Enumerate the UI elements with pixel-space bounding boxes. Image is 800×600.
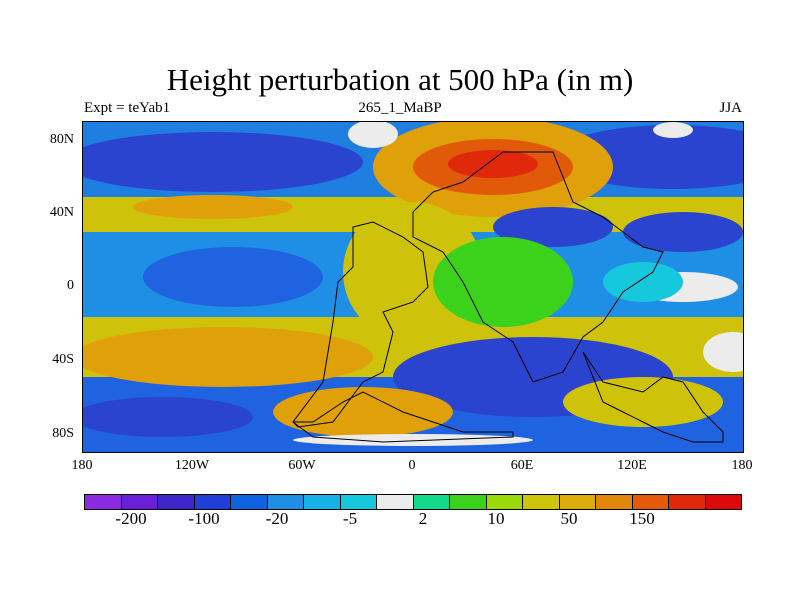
colorbar-swatch xyxy=(158,495,195,509)
tropical-low xyxy=(143,247,323,307)
colorbar-swatch xyxy=(377,495,414,509)
y-tick-40s: 40S xyxy=(52,352,74,367)
map-plot xyxy=(82,121,744,453)
colorbar-swatch xyxy=(194,495,231,509)
experiment-label: Expt = teYab1 xyxy=(84,100,171,116)
colorbar-swatch xyxy=(632,495,669,509)
colorbar-swatch xyxy=(267,495,304,509)
colorbar-swatch xyxy=(85,495,122,509)
map-title: Height perturbation at 500 hPa (in m) xyxy=(166,62,634,97)
colorbar-swatch xyxy=(486,495,523,509)
colorbar-swatch xyxy=(705,495,741,509)
colorbar-swatch xyxy=(121,495,158,509)
y-tick-80s: 80S xyxy=(52,426,74,441)
y-tick-40n: 40N xyxy=(49,205,74,220)
cbar-label-150: 150 xyxy=(629,509,655,528)
colorbar-swatch xyxy=(340,495,377,509)
south-high-east xyxy=(563,377,723,427)
coastlines xyxy=(292,151,724,443)
north-mid-orange xyxy=(133,195,293,219)
cbar-label-neg5: -5 xyxy=(342,509,358,528)
colorbar-swatch xyxy=(450,495,487,509)
x-tick-180w: 180 xyxy=(71,458,93,473)
cbar-label-neg100: -100 xyxy=(188,509,220,528)
cbar-label-50: 50 xyxy=(560,509,578,528)
x-tick-120w: 120W xyxy=(174,458,210,473)
pacific-low xyxy=(623,212,743,252)
y-tick-0: 0 xyxy=(67,278,74,293)
x-tick-60e: 60E xyxy=(510,458,534,473)
y-tick-80n: 80N xyxy=(49,132,74,147)
cbar-label-2: 2 xyxy=(418,509,428,528)
colorbar-swatch xyxy=(231,495,268,509)
x-tick-120e: 120E xyxy=(617,458,647,473)
north-gray-gap xyxy=(348,122,398,148)
colorbar-swatch xyxy=(669,495,706,509)
colorbar-swatch xyxy=(523,495,560,509)
north-high-peak xyxy=(448,150,538,178)
colorbar xyxy=(84,494,742,510)
colorbar-swatch xyxy=(596,495,633,509)
cbar-label-10: 10 xyxy=(487,509,505,528)
x-tick-0: 0 xyxy=(408,458,416,473)
far-south-low xyxy=(83,397,253,437)
north-gap-east xyxy=(653,122,693,138)
x-tick-60w: 60W xyxy=(288,458,316,473)
south-gray-east xyxy=(703,332,743,372)
asia-low xyxy=(493,207,613,247)
africa-green xyxy=(433,237,573,327)
height-field xyxy=(83,122,743,452)
season-label: JJA xyxy=(719,100,742,116)
period-label: 265_1_MaBP xyxy=(358,100,442,116)
colorbar-swatch xyxy=(304,495,341,509)
cbar-label-neg200: -200 xyxy=(115,509,147,528)
colorbar-swatch xyxy=(413,495,450,509)
south-high-west xyxy=(83,327,373,387)
colorbar-swatch xyxy=(559,495,596,509)
x-tick-180e: 180 xyxy=(731,458,753,473)
cbar-label-neg20: -20 xyxy=(265,509,289,528)
north-low-west xyxy=(83,132,363,192)
south-gray-band xyxy=(293,434,533,446)
tropical-teal xyxy=(603,262,683,302)
